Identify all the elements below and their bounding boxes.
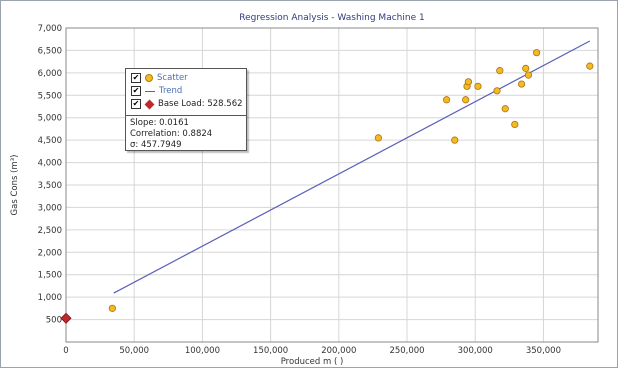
y-tick-label: 500	[46, 316, 62, 326]
trend-checkbox[interactable]: ✔	[131, 86, 141, 96]
y-tick-label: 6,500	[38, 46, 62, 56]
y-tick-label: 2,500	[38, 226, 62, 236]
scatter-point	[586, 62, 594, 70]
scatter-point	[511, 120, 519, 129]
x-tick-label: 0	[63, 346, 68, 356]
legend: ✔ Scatter ✔ Trend ✔ Base Load: 528.562 S…	[125, 68, 247, 151]
slope-stat: Slope: 0.0161	[130, 118, 189, 128]
y-tick-label: 5,000	[38, 114, 62, 124]
scatter-point	[451, 136, 459, 144]
legend-base-load-label: Base Load: 528.562	[158, 99, 243, 109]
y-tick-label: 4,500	[38, 136, 62, 146]
x-tick-label: 150,000	[253, 346, 288, 356]
x-axis-label: Produced m ( )	[281, 357, 344, 367]
scatter-point	[501, 105, 509, 113]
base-load-diamond-icon	[144, 99, 155, 109]
x-tick-label: 100,000	[185, 346, 220, 356]
sigma-stat: σ: 457.7949	[130, 140, 182, 150]
trend-line	[113, 40, 591, 294]
scatter-point	[524, 71, 533, 79]
y-tick-label: 3,500	[38, 181, 62, 191]
scatter-point	[518, 80, 526, 88]
scatter-point	[108, 304, 116, 312]
x-tick-label: 50,000	[119, 346, 149, 356]
x-tick-label: 200,000	[321, 346, 356, 356]
scatter-checkbox[interactable]: ✔	[131, 73, 141, 83]
correlation-stat: Correlation: 0.8824	[130, 129, 213, 139]
scatter-point	[493, 87, 501, 95]
scatter-point	[496, 67, 504, 75]
x-tick-label: 300,000	[458, 346, 493, 356]
legend-item-base-load[interactable]: ✔ Base Load: 528.562	[131, 98, 243, 110]
legend-trend-label: Trend	[159, 86, 183, 96]
scatter-point	[474, 82, 482, 90]
y-tick-label: 2,000	[38, 248, 62, 258]
y-tick-label: 1,500	[38, 271, 62, 281]
legend-scatter-label: Scatter	[157, 73, 188, 83]
scatter-point	[464, 78, 473, 86]
scatter-point	[374, 134, 382, 142]
scatter-point	[442, 96, 451, 104]
scatter-point	[462, 96, 470, 104]
base-load-marker	[60, 312, 72, 324]
x-tick-label: 350,000	[526, 346, 561, 356]
y-tick-label: 4,000	[38, 159, 62, 169]
y-tick-label: 7,000	[38, 24, 62, 34]
y-tick-label: 3,000	[38, 203, 62, 213]
y-tick-label: 1,000	[38, 293, 62, 303]
trend-swatch-icon	[145, 90, 155, 92]
y-tick-label: 6,000	[38, 69, 62, 79]
scatter-swatch-icon	[145, 74, 153, 82]
y-tick-label: 5,500	[38, 91, 62, 101]
legend-divider	[126, 115, 246, 116]
y-axis-label: Gas Cons (m³)	[10, 155, 20, 216]
base-load-checkbox[interactable]: ✔	[131, 99, 141, 109]
plot-border	[65, 27, 599, 343]
legend-item-scatter[interactable]: ✔ Scatter	[131, 72, 188, 84]
legend-item-trend[interactable]: ✔ Trend	[131, 85, 182, 97]
chart-title: Regression Analysis - Washing Machine 1	[239, 13, 424, 23]
x-tick-label: 250,000	[389, 346, 424, 356]
scatter-point	[522, 64, 530, 72]
scatter-point	[533, 49, 541, 57]
